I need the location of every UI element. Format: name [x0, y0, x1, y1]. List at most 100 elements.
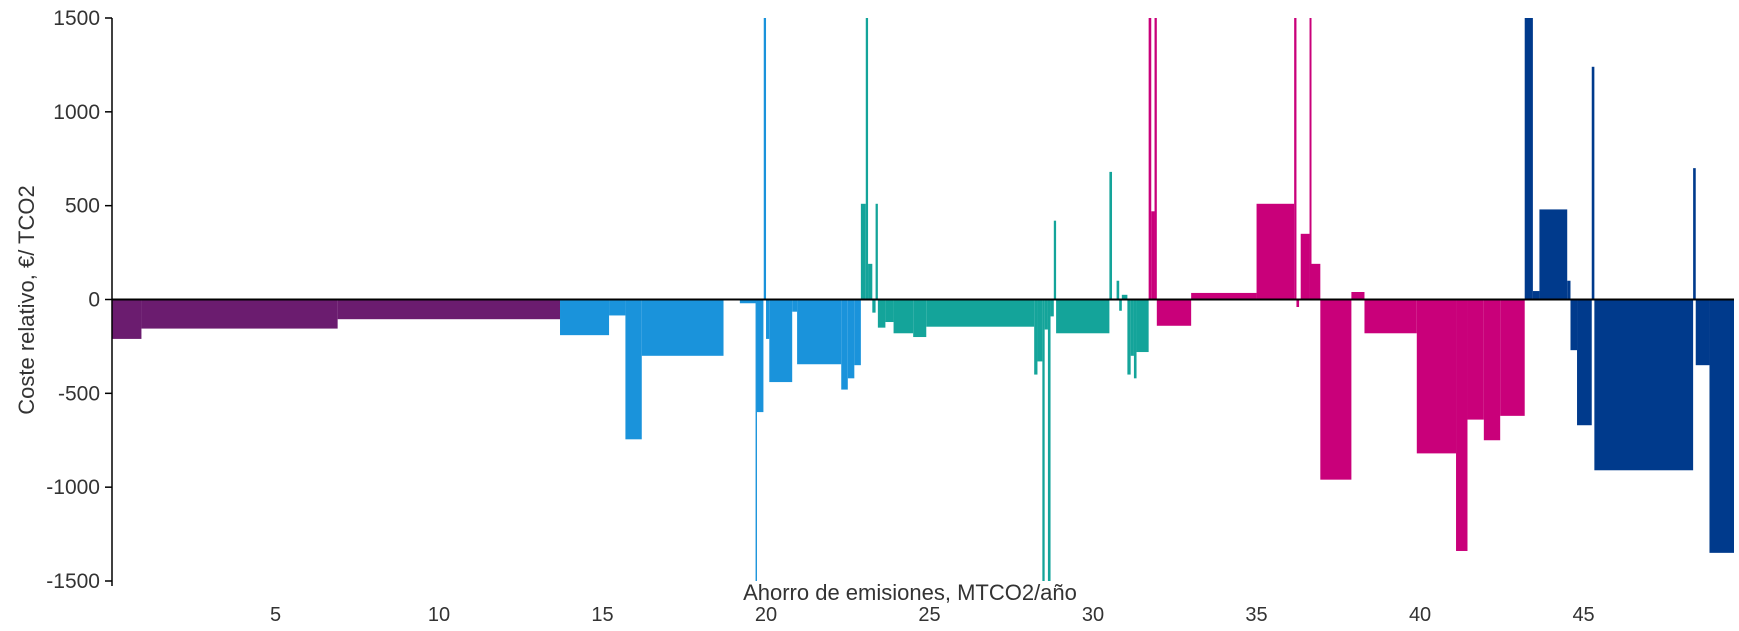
cost-bar — [763, 18, 767, 300]
cost-bar — [766, 299, 770, 339]
cost-bar — [1296, 299, 1300, 308]
cost-bar — [797, 299, 842, 365]
cost-bar — [854, 299, 861, 366]
cost-bar — [865, 18, 869, 300]
y-axis-title: Coste relativo, €/ TCO2 — [14, 185, 39, 414]
cost-bar — [112, 299, 142, 339]
cost-bar — [1116, 280, 1120, 300]
cost-bar — [1256, 203, 1295, 300]
cost-bar — [1191, 292, 1257, 300]
y-tick-label: -1000 — [46, 476, 100, 499]
cost-bar — [1056, 299, 1110, 334]
bars-layer — [112, 18, 1734, 581]
cost-bar — [1467, 299, 1484, 420]
cost-bar — [756, 299, 764, 413]
y-tick-label: 1500 — [53, 7, 100, 30]
cost-bar — [1693, 168, 1696, 300]
cost-bar — [1577, 299, 1592, 426]
cost-bar — [1047, 299, 1051, 581]
x-tick-label: 15 — [591, 604, 613, 626]
cost-bar — [1309, 18, 1312, 300]
cost-bar — [1044, 299, 1048, 330]
cost-bar — [875, 203, 878, 300]
x-tick-label: 5 — [270, 604, 281, 626]
cost-bar — [841, 299, 848, 390]
x-tick-label: 40 — [1409, 604, 1431, 626]
cost-bar — [860, 203, 866, 300]
cost-bar — [877, 299, 886, 328]
series-group — [860, 18, 1149, 581]
cost-bar — [1416, 299, 1457, 454]
cost-bar — [1500, 299, 1525, 416]
cost-bar — [739, 299, 757, 304]
cost-bar — [1148, 18, 1152, 300]
cost-bar — [1320, 299, 1352, 480]
cost-bar — [1456, 299, 1468, 551]
x-tick-label: 20 — [755, 604, 777, 626]
x-tick-label: 25 — [918, 604, 940, 626]
cost-bar — [1127, 299, 1131, 375]
x-axis-title: Ahorro de emisiones, MTCO2/año — [743, 580, 1077, 605]
x-tick-label: 35 — [1245, 604, 1267, 626]
cost-bar — [1351, 291, 1365, 300]
cost-bar — [1121, 294, 1128, 300]
cost-bar — [1053, 220, 1057, 300]
cost-bar — [609, 299, 626, 316]
cost-bar — [847, 299, 855, 379]
cost-bar — [1119, 299, 1122, 311]
cost-bar — [872, 299, 876, 313]
cost-bar — [1300, 233, 1310, 300]
cost-bar — [913, 299, 927, 338]
cost-bar — [868, 263, 873, 300]
ticks-layer: 1500 1000 500 0 -500 -1000 -1500 5 10 15 20 25 30 35 4… — [46, 7, 1594, 626]
cost-bar — [1130, 299, 1134, 356]
series-group — [1148, 18, 1525, 551]
cost-bar — [885, 299, 894, 323]
cost-bar — [1136, 299, 1149, 353]
cost-bar — [1294, 18, 1297, 300]
cost-bar — [1539, 209, 1568, 300]
cost-bar — [1311, 263, 1321, 300]
cost-bar — [1532, 291, 1540, 300]
cost-bar — [1567, 280, 1571, 300]
cost-bar — [1109, 171, 1113, 300]
series-group — [112, 299, 561, 339]
x-tick-label: 10 — [428, 604, 450, 626]
cost-bar — [141, 299, 338, 329]
y-tick-label: 1000 — [53, 101, 100, 124]
cost-bar — [1151, 211, 1155, 300]
cost-bar — [1042, 299, 1045, 581]
cost-bar — [1154, 18, 1157, 300]
cost-bar — [1037, 299, 1043, 362]
cost-bar — [1524, 18, 1533, 300]
cost-bar — [1364, 299, 1417, 334]
cost-bar — [769, 299, 793, 383]
cost-bar — [792, 299, 798, 312]
cost-bar — [1709, 299, 1734, 553]
cost-bar — [1133, 299, 1137, 379]
cost-bar — [893, 299, 914, 334]
cost-bar — [1050, 299, 1054, 317]
series-group — [560, 18, 861, 581]
cost-bar — [926, 299, 1035, 327]
cost-bar — [1034, 299, 1038, 375]
y-tick-label: -500 — [58, 382, 100, 405]
series-group — [1524, 18, 1734, 553]
cost-bar — [625, 299, 642, 440]
cost-bar — [560, 299, 610, 336]
y-tick-label: 500 — [65, 195, 100, 218]
cost-bar — [1591, 66, 1595, 300]
x-tick-label: 30 — [1082, 604, 1104, 626]
y-tick-label: -1500 — [46, 570, 100, 593]
cost-bar — [1570, 299, 1578, 351]
cost-bar — [1483, 299, 1501, 441]
cost-bar — [755, 299, 757, 581]
y-tick-label: 0 — [88, 289, 100, 312]
x-tick-label: 45 — [1572, 604, 1594, 626]
cost-bar — [1594, 299, 1694, 471]
cost-bar — [337, 299, 561, 320]
cost-bar — [1156, 299, 1192, 326]
cost-bar — [1695, 299, 1710, 366]
